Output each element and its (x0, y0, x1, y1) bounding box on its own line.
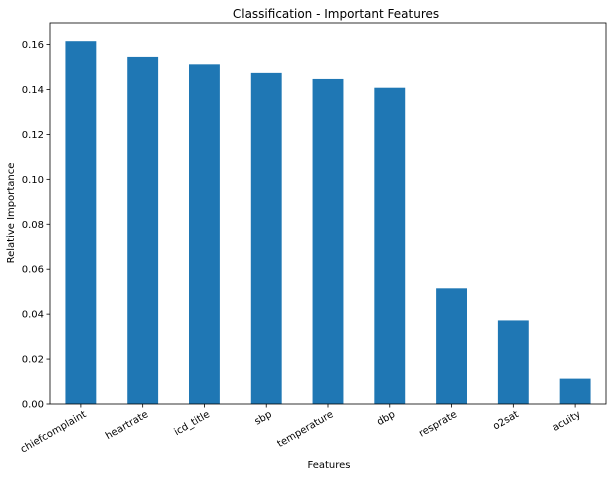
bar-acuity (559, 378, 591, 404)
x-axis: chiefcomplaint heartrate icd_title sbp tempe… (19, 404, 583, 456)
y-tick-label: 0.16 (22, 40, 44, 51)
x-tick-label: icd_title (173, 409, 212, 438)
x-axis-label: Features (308, 460, 351, 471)
x-tick-label: heartrate (104, 409, 150, 442)
x-tick-label: dbp (375, 409, 397, 428)
y-tick-label: 0.14 (22, 85, 44, 96)
y-tick-label: 0.02 (22, 355, 44, 366)
bars-group (65, 41, 591, 405)
bar-heartrate (127, 56, 159, 405)
y-tick-label: 0.08 (22, 220, 44, 231)
y-tick-label: 0.04 (22, 310, 44, 321)
x-tick-label: o2sat (491, 409, 521, 432)
y-tick-label: 0.06 (22, 265, 44, 276)
bar-chiefcomplaint (65, 41, 97, 404)
bar-temperature (312, 78, 344, 404)
y-axis-label: Relative Importance (6, 163, 17, 264)
y-axis: 0.00 0.02 0.04 0.06 0.08 0.10 0.12 0.14 0.16 (22, 40, 50, 411)
y-tick-label: 0.12 (22, 130, 44, 141)
x-tick-label: chiefcomplaint (19, 409, 89, 456)
bar-sbp (250, 72, 282, 405)
plot-frame (49, 22, 607, 405)
bar-icd_title (189, 64, 220, 404)
bar-resprate (436, 288, 467, 404)
y-tick-label: 0.10 (22, 175, 44, 186)
x-tick-label: resprate (417, 409, 459, 439)
y-tick-label: 0.00 (22, 400, 44, 411)
x-tick-label: sbp (253, 409, 274, 427)
x-tick-label: temperature (276, 409, 336, 450)
x-tick-label: acuity (551, 409, 583, 434)
bar-o2sat (497, 320, 529, 404)
chart-title: Classification - Important Features (233, 7, 439, 21)
bar-dbp (374, 87, 406, 404)
